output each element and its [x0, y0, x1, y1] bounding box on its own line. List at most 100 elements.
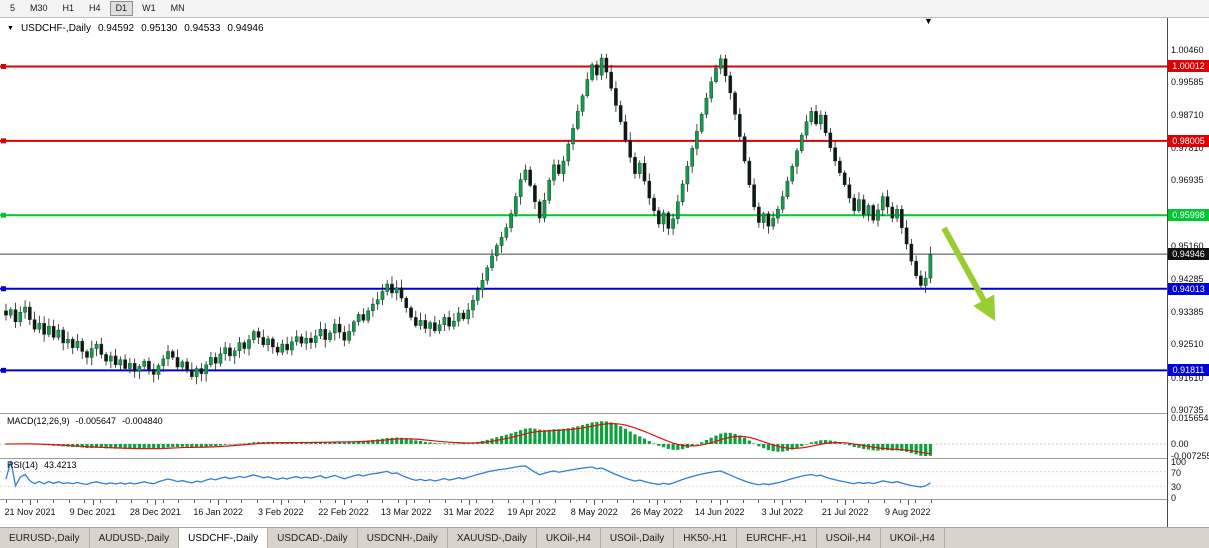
price-axis-tick: 0.91610	[1171, 372, 1204, 383]
date-minor-tick	[68, 500, 70, 503]
trend-arrow-annotation[interactable]	[941, 226, 996, 322]
date-axis-label: 3 Jul 2022	[761, 507, 804, 517]
panel-separator-main-macd[interactable]	[0, 413, 1209, 414]
date-axis-label: 9 Dec 2021	[69, 507, 116, 517]
timeframe-button-mn[interactable]: MN	[170, 3, 185, 13]
timeframe-button-h1[interactable]: H1	[62, 3, 75, 13]
hline-0.94013[interactable]	[0, 286, 1167, 292]
date-minor-tick	[633, 500, 634, 503]
chart-tab-9[interactable]: EURCHF-,H1	[737, 528, 817, 548]
date-minor-tick	[350, 500, 352, 503]
timeframe-button-group: 5 M30 H1 H4 D1 W1 MN	[4, 1, 191, 16]
date-minor-tick	[727, 500, 729, 503]
chart-tab-8[interactable]: HK50-,H1	[674, 528, 738, 548]
date-minor-tick	[429, 500, 431, 503]
chart-tab-7[interactable]: USOil-,Daily	[601, 528, 675, 548]
chart-tab-11[interactable]: UKOil-,H4	[881, 528, 945, 548]
hline-0.95998[interactable]	[0, 212, 1167, 218]
date-major-tick	[92, 500, 94, 505]
date-minor-tick	[37, 500, 39, 503]
ohlc-low-value: 0.94533	[184, 23, 221, 34]
chart-tab-2[interactable]: USDCHF-,Daily	[179, 528, 269, 548]
hline-0.98005[interactable]	[0, 138, 1167, 144]
date-minor-tick	[460, 500, 462, 503]
price-axis-tick: 0.97810	[1171, 143, 1204, 154]
chart-collapse-icon[interactable]: ▼	[7, 24, 14, 32]
date-minor-tick	[194, 500, 196, 503]
date-axis-label: 3 Feb 2022	[258, 507, 304, 517]
date-minor-tick	[774, 500, 776, 503]
ohlc-close-value: 0.94946	[227, 23, 264, 34]
date-axis-label: 22 Feb 2022	[318, 507, 369, 517]
macd-histogram	[4, 421, 933, 456]
timeframe-button-h4[interactable]: H4	[89, 3, 101, 13]
date-major-tick	[782, 500, 784, 505]
date-minor-tick	[899, 500, 901, 503]
price-axis-tick: 0.94285	[1171, 273, 1204, 284]
price-badge-0.91811: 0.91811	[1168, 364, 1209, 377]
date-major-tick	[657, 500, 658, 505]
date-axis-label: 31 Mar 2022	[443, 507, 495, 517]
chart-end-marker-icon[interactable]: ▼	[924, 16, 933, 26]
timeframe-button-w1[interactable]: W1	[142, 3, 156, 13]
timeframe-button-m30[interactable]: M30	[30, 3, 48, 13]
chart-tab-0[interactable]: EURUSD-,Daily	[0, 528, 90, 548]
date-minor-tick	[742, 500, 744, 503]
chart-tab-1[interactable]: AUDUSD-,Daily	[90, 528, 180, 548]
chart-tab-bar: EURUSD-,Daily AUDUSD-,Daily USDCHF-,Daily U…	[0, 527, 1209, 548]
date-minor-tick	[601, 500, 603, 503]
rsi-axis-tick: 30	[1171, 482, 1182, 493]
macd-main-value: -0.005647	[75, 416, 117, 426]
rsi-axis-tick: 100	[1171, 457, 1187, 467]
date-minor-tick	[695, 500, 697, 503]
timeframe-button-d1[interactable]: D1	[109, 1, 134, 16]
price-axis-tick: 0.96935	[1171, 175, 1204, 186]
date-minor-tick	[288, 500, 290, 503]
date-minor-tick	[225, 500, 227, 503]
hline-0.91811[interactable]	[0, 367, 1167, 373]
date-minor-tick	[366, 500, 368, 503]
date-minor-tick	[178, 500, 180, 503]
date-minor-tick	[21, 500, 23, 503]
horizontal-lines	[0, 63, 1167, 373]
date-major-tick	[343, 500, 345, 505]
macd-axis-tick: -0.007255	[1171, 451, 1209, 461]
date-axis-label: 19 Apr 2022	[507, 507, 556, 517]
chart-tab-10[interactable]: USOil-,H4	[817, 528, 881, 548]
date-minor-tick	[617, 500, 619, 503]
macd-indicator-header: MACD(12,26,9) -0.005647 -0.004840	[7, 416, 163, 426]
price-axis-tick: 0.95160	[1171, 241, 1204, 252]
date-minor-tick	[6, 500, 7, 503]
panel-separator-macd-rsi[interactable]	[0, 458, 1209, 459]
chart-tab-3[interactable]: USDCAD-,Daily	[268, 528, 358, 548]
chart-tab-5[interactable]: XAUUSD-,Daily	[448, 528, 537, 548]
date-major-tick	[218, 500, 220, 505]
date-minor-tick	[554, 500, 556, 503]
hline-1.00012[interactable]	[0, 63, 1167, 69]
chart-symbol-title: USDCHF-,Daily	[20, 23, 91, 34]
date-minor-tick	[84, 500, 86, 503]
date-minor-tick	[397, 500, 399, 503]
date-major-tick	[406, 500, 408, 505]
date-minor-tick	[162, 500, 164, 503]
price-badge-0.94013: 0.94013	[1168, 282, 1209, 295]
timeframe-button-5[interactable]: 5	[10, 3, 16, 13]
price-badge-1.00012: 1.00012	[1168, 60, 1209, 73]
chart-header: ▼ USDCHF-,Daily 0.94592 0.95130 0.94533 …	[7, 23, 264, 34]
chart-tab-4[interactable]: USDCNH-,Daily	[358, 528, 448, 548]
chart-tab-6[interactable]: UKOil-,H4	[537, 528, 601, 548]
date-minor-tick	[883, 500, 885, 503]
price-axis-tick: 0.93385	[1171, 307, 1204, 318]
date-minor-tick	[53, 500, 54, 503]
timeframe-toolbar: 5 M30 H1 H4 D1 W1 MN	[0, 0, 1209, 18]
price-axis: 1.004600.995850.987100.978100.969350.960…	[1168, 18, 1209, 503]
date-minor-tick	[256, 500, 258, 503]
rsi-indicator-header: RSI(14) 43.4213	[7, 460, 77, 470]
date-minor-tick	[147, 500, 149, 503]
main-chart[interactable]	[0, 18, 1167, 500]
date-minor-tick	[789, 500, 791, 503]
date-minor-tick	[539, 500, 540, 503]
price-badge-0.94946: 0.94946	[1168, 248, 1209, 261]
date-minor-tick	[915, 500, 917, 503]
rsi-value: 43.4213	[44, 460, 77, 470]
